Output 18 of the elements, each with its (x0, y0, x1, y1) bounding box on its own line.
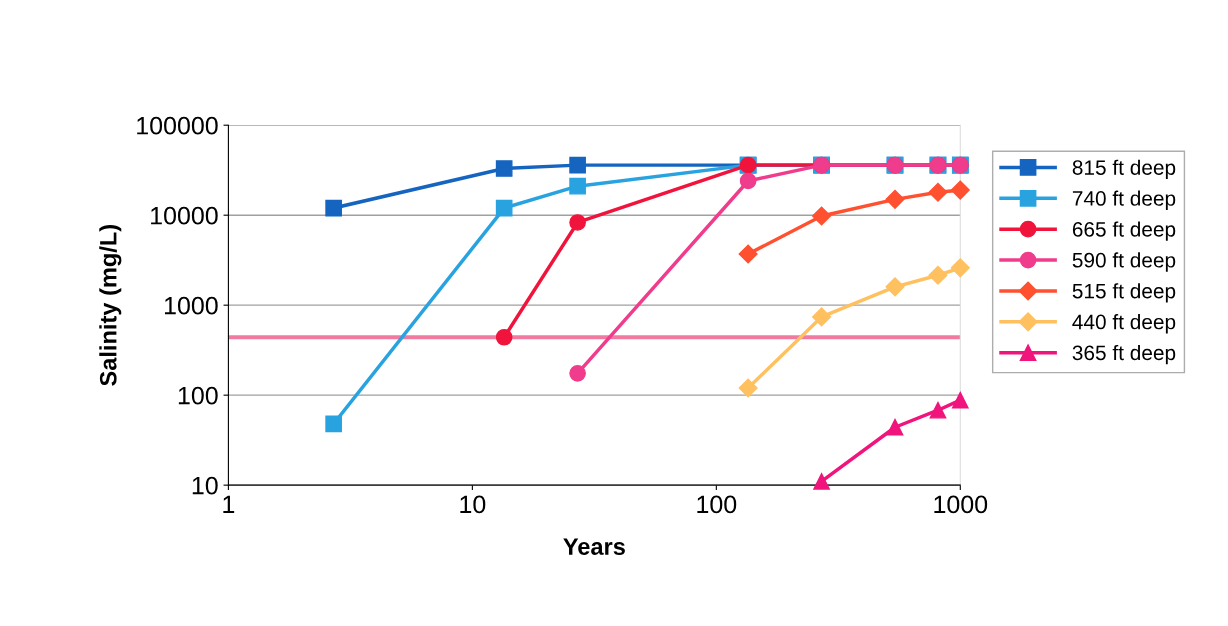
y-tick-label: 10 (192, 476, 218, 495)
legend-label: 365 ft deep (1072, 344, 1176, 365)
y-axis-title: Salinity (mg/L) (99, 225, 122, 386)
legend-label: 665 ft deep (1072, 221, 1176, 241)
y-tick-label: 100000 (137, 116, 218, 135)
legend-label: 815 ft deep (1072, 159, 1176, 180)
legend-label: 515 ft deep (1072, 283, 1176, 303)
x-tick-label: 1 (223, 495, 235, 513)
x-tick-label: 1000 (934, 495, 988, 514)
y-tick-label: 10000 (151, 206, 218, 225)
x-axis-title: Years (563, 538, 625, 555)
legend-label: 590 ft deep (1072, 252, 1176, 272)
legend-label: 440 ft deep (1072, 314, 1176, 334)
y-tick-label: 1000 (164, 296, 218, 315)
x-tick-label: 10 (460, 495, 486, 514)
y-tick-label: 100 (178, 386, 218, 405)
x-tick-label: 100 (697, 495, 737, 514)
legend-label: 740 ft deep (1072, 190, 1176, 210)
